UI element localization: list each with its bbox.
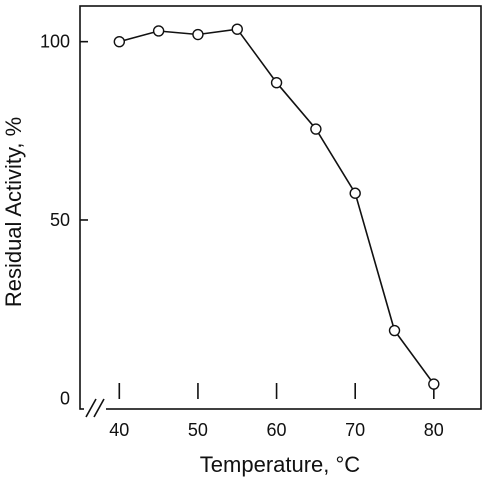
x-tick-label-4: 80: [424, 420, 444, 440]
x-tick-label-2: 60: [267, 420, 287, 440]
plot-frame: [79, 5, 482, 410]
x-tick-label-3: 70: [345, 420, 365, 440]
data-point-7: [388, 324, 401, 337]
x-tick-label-1: 50: [188, 420, 208, 440]
data-point-2: [192, 28, 204, 41]
data-point-1: [152, 25, 165, 37]
data-point-6: [349, 187, 361, 199]
axis-break-mark: [84, 398, 106, 418]
y-ticks: 0 50 100: [40, 32, 88, 408]
y-tick-label-2: 100: [40, 32, 70, 52]
x-ticks: 40 50 60 70 80: [109, 383, 444, 440]
data-point-4: [270, 76, 283, 89]
series-layer: [113, 23, 440, 390]
y-tick-label-1: 50: [50, 210, 70, 230]
x-tick-label-0: 40: [109, 420, 129, 440]
y-tick-label-0: 0: [60, 388, 70, 408]
data-point-3: [231, 23, 243, 35]
y-axis-title: Residual Activity, %: [1, 117, 26, 307]
x-axis-title: Temperature, °C: [200, 452, 361, 477]
data-point-0: [113, 35, 126, 48]
data-point-8: [428, 378, 440, 390]
data-point-5: [310, 123, 322, 135]
